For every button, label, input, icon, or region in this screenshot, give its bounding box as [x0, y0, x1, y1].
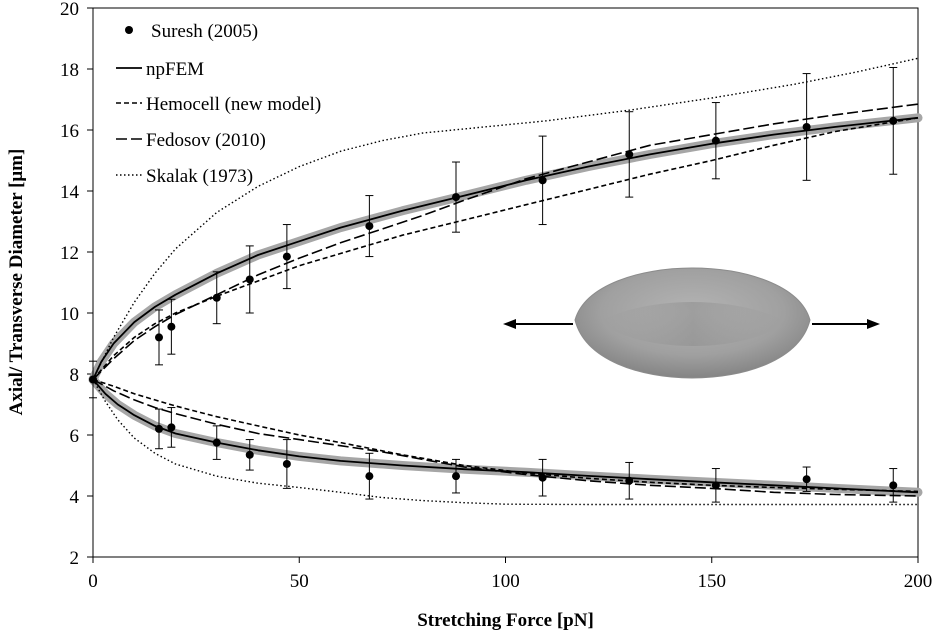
data-point-axial [155, 333, 163, 342]
series-line-skalak-1973-axial [92, 57, 919, 380]
x-tick-label: 200 [904, 571, 933, 592]
y-tick-label: 4 [70, 487, 80, 508]
data-point-axial [889, 116, 898, 125]
left-arrowhead-icon [503, 319, 516, 329]
data-point-transverse [625, 476, 634, 485]
y-tick-label: 8 [70, 365, 80, 386]
data-point-axial [452, 193, 460, 202]
legend-item-suresh: Suresh (2005) [125, 21, 258, 42]
legend-item-hemocell: Hemocell (new model) [116, 94, 321, 115]
y-tick-label: 14 [60, 182, 80, 203]
data-point-transverse [711, 481, 720, 490]
cell-shading [598, 302, 788, 346]
legend-label-npfem: npFEM [146, 59, 204, 80]
data-point-axial [711, 136, 720, 145]
x-tick-label: 150 [698, 571, 727, 592]
series-line-npfem-axial [92, 116, 919, 380]
data-point-axial [802, 122, 811, 131]
legend-item-fedosov: Fedosov (2010) [116, 130, 266, 151]
data-point-transverse [212, 438, 221, 447]
plot-area [92, 7, 919, 558]
legend-label-skalak: Skalak (1973) [146, 166, 253, 187]
y-tick-label: 10 [60, 304, 79, 325]
legend-item-skalak: Skalak (1973) [116, 166, 253, 187]
x-tick-label: 0 [88, 571, 98, 592]
data-point-axial [245, 275, 254, 284]
data-point-axial [89, 375, 97, 384]
series-line-fedosov-2010-axial [92, 103, 919, 381]
x-tick-label: 50 [290, 571, 309, 592]
axis-tick-labels: 0 50 100 150 200 2 4 6 8 10 12 14 16 18 20 [60, 0, 932, 592]
x-axis-title: Stretching Force [pN] [417, 610, 594, 631]
y-axis-title: Axial/ Transverse Diameter [μm] [6, 149, 27, 416]
data-point-transverse [365, 472, 374, 481]
data-point-transverse [282, 459, 291, 468]
series-line-fedosov-2010-transverse [92, 378, 919, 497]
legend: Suresh (2005) npFEM Hemocell (new model)… [116, 21, 321, 187]
data-point-axial [365, 222, 374, 231]
legend-marker-dot-icon [125, 26, 133, 34]
data-point-transverse [167, 423, 176, 432]
series-layer [88, 57, 923, 506]
data-point-transverse [452, 472, 460, 481]
legend-label-hemocell: Hemocell (new model) [146, 94, 321, 115]
series-line-hemocell-new-model-transverse [92, 378, 919, 493]
data-point-axial [625, 150, 634, 159]
y-tick-label: 18 [60, 60, 79, 81]
axis-ticks [87, 7, 919, 563]
y-tick-label: 16 [60, 121, 79, 142]
y-tick-label: 12 [60, 243, 79, 264]
data-point-axial [212, 293, 221, 302]
stretched-cell-illustration [503, 267, 880, 379]
data-point-transverse [245, 450, 254, 459]
series-line-npfem-transverse [92, 378, 919, 494]
x-tick-label: 100 [491, 571, 520, 592]
legend-label-fedosov: Fedosov (2010) [146, 130, 266, 151]
legend-item-npfem: npFEM [116, 59, 204, 80]
y-tick-label: 6 [70, 426, 80, 447]
right-arrowhead-icon [867, 319, 880, 329]
data-point-transverse [538, 473, 547, 482]
data-point-transverse [802, 475, 811, 484]
legend-label-suresh: Suresh (2005) [151, 21, 258, 42]
data-point-axial [167, 322, 176, 331]
series-line-hemocell-new-model-axial [92, 117, 919, 381]
data-point-transverse [155, 424, 163, 433]
data-point-axial [538, 176, 547, 185]
y-tick-label: 20 [60, 0, 79, 20]
y-tick-label: 2 [70, 548, 80, 569]
data-point-axial [282, 252, 291, 261]
data-point-transverse [889, 481, 898, 490]
